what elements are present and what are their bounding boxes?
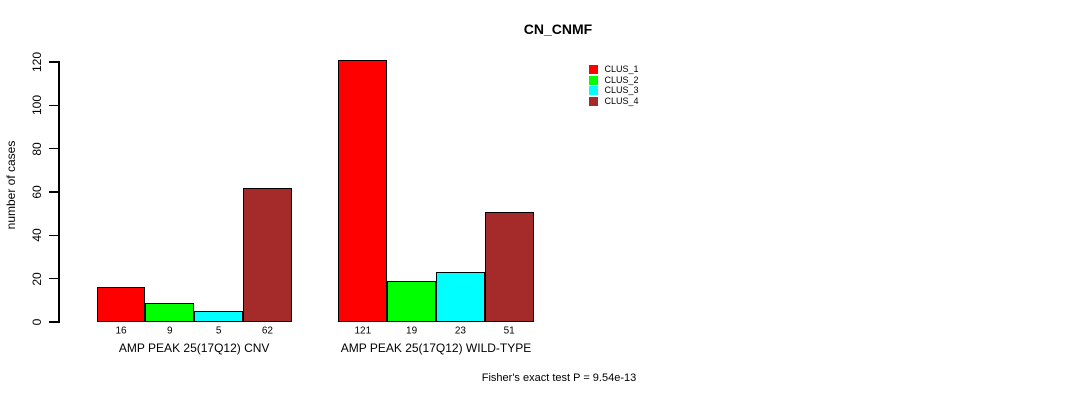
legend-item-clus_4: CLUS_4	[589, 96, 639, 107]
y-axis-tick	[49, 234, 59, 236]
legend-label: CLUS_3	[604, 85, 639, 96]
y-axis-tick-label: 60	[30, 185, 44, 199]
legend-label: CLUS_4	[604, 95, 639, 106]
legend-swatch-icon	[589, 64, 598, 74]
bar-clus_3-1	[194, 311, 243, 322]
bar-value-label: 51	[503, 325, 515, 337]
legend-item-clus_1: CLUS_1	[589, 64, 639, 75]
legend: CLUS_1 CLUS_2 CLUS_3 CLUS_4	[589, 64, 639, 107]
y-axis-tick	[49, 148, 59, 150]
y-axis-tick-label: 100	[30, 95, 44, 116]
y-axis-tick	[49, 278, 59, 280]
bar-value-label: 23	[454, 325, 466, 337]
y-axis-tick	[49, 104, 59, 106]
y-axis-tick-label: 40	[30, 228, 44, 243]
y-axis-tick-label: 0	[30, 318, 44, 326]
y-axis-tick	[49, 61, 59, 63]
chart-title: CN_CNMF	[523, 21, 593, 37]
legend-label: CLUS_2	[604, 74, 639, 85]
y-axis-tick-label: 20	[30, 271, 44, 286]
category-label: AMP PEAK 25(17Q12) CNV	[118, 341, 270, 355]
bar-clus_1-2	[338, 59, 388, 322]
y-axis-tick	[49, 321, 59, 323]
bar-value-label: 5	[215, 325, 222, 337]
legend-label: CLUS_1	[604, 63, 639, 74]
legend-swatch-icon	[589, 96, 598, 106]
bar-value-label: 19	[406, 325, 418, 337]
bar-clus_4-1	[243, 187, 292, 322]
bar-value-label: 121	[354, 325, 372, 337]
category-label: AMP PEAK 25(17Q12) WILD-TYPE	[340, 341, 532, 355]
y-axis-label: number of cases	[4, 140, 18, 230]
y-axis-tick	[49, 191, 59, 193]
bar-clus_1-1	[96, 287, 146, 322]
bar-clus_3-2	[436, 272, 485, 322]
y-axis-tick-label: 80	[30, 141, 44, 156]
legend-item-clus_2: CLUS_2	[589, 75, 639, 86]
bar-value-label: 9	[167, 325, 173, 337]
y-axis-line	[58, 61, 60, 323]
legend-item-clus_3: CLUS_3	[589, 85, 639, 96]
bar-value-label: 62	[261, 325, 273, 337]
bar-clus_2-1	[145, 302, 195, 322]
bar-clus_4-2	[484, 211, 534, 322]
legend-swatch-icon	[589, 75, 598, 85]
fisher-test-note: Fisher's exact test P = 9.54e-13	[481, 372, 637, 384]
legend-swatch-icon	[589, 86, 598, 96]
bar-value-label: 16	[115, 325, 127, 337]
y-axis-tick-label: 120	[30, 51, 44, 73]
bar-clus_2-2	[387, 280, 436, 322]
